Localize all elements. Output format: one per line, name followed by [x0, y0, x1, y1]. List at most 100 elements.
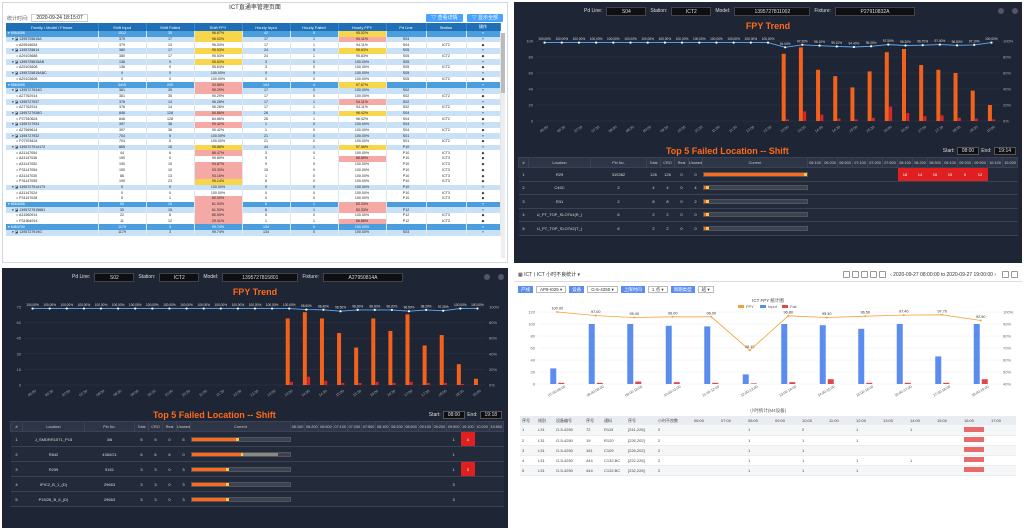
- row-action-button[interactable]: »: [466, 59, 501, 66]
- table-row[interactable]: ⌂ A31147054 44 6 86.47% 3 0 100.00% P10 ICT3 ◆: [6, 150, 501, 157]
- row-action-button[interactable]: ◆: [466, 213, 501, 219]
- row-action-button[interactable]: »: [466, 184, 501, 191]
- pdline-value[interactable]: S02: [94, 272, 135, 282]
- table-row[interactable]: ▾ ◪ 1395725815A 379 17 96.03% 17 1 94.11% S04»: [6, 36, 501, 43]
- table-row[interactable]: ▾ ◪ 1395727915681 30 15 61.53% 6 1 83.33% P12 »: [6, 207, 501, 213]
- table-row[interactable]: ⌂ A27762914 376 14 96.28% 17 1 94.11% S02 ICT2 ◆: [6, 104, 501, 111]
- table-row[interactable]: 5 L31 G-5-4250 444 C132.BC [232,226] 2 1 1 1: [520, 465, 1016, 476]
- row-action-button[interactable]: ◆: [466, 104, 501, 111]
- show-all-button[interactable]: ▽ 显示全部: [466, 14, 503, 22]
- table-row[interactable]: ⌂ P31147055 190 23 95.14% 8 0 100.00% P10 ICT3 ◆: [6, 178, 501, 185]
- station-value[interactable]: ICT2: [159, 272, 200, 282]
- breadcrumb[interactable]: ▦ ICT ⟩ ICT 小时不良统计 ▾: [518, 272, 581, 278]
- table-row[interactable]: ⌂ P31564914 11 12 29.41% 1 1 66.66% P12 ICT3 ◆: [6, 218, 501, 225]
- row-action-button[interactable]: ◆: [466, 156, 501, 162]
- table-row[interactable]: ▾ 6464700 1179 3 99.74% 134 0 100.00% »: [6, 224, 501, 231]
- zoom-icon[interactable]: [1002, 271, 1009, 278]
- table-row[interactable]: 3 L31 G-5-4250 161 C109 [226,202] 2 1 1: [520, 445, 1016, 456]
- settings-icon[interactable]: [861, 271, 869, 278]
- row-action-button[interactable]: »: [466, 99, 501, 105]
- row-action-button[interactable]: ◆: [466, 53, 501, 60]
- row-action-button[interactable]: ◆: [466, 195, 501, 202]
- table-row[interactable]: ▾ ◪ 1395727932 704 5 100.00% 21 0 100.00% S01»: [6, 133, 501, 140]
- table-row[interactable]: ▾ ◪ 1395727914172 865 16 95.88% 44 1 97.56% P10…: [6, 144, 501, 151]
- share-icon[interactable]: [852, 271, 860, 278]
- row-action-button[interactable]: »: [466, 48, 501, 54]
- table-row[interactable]: ▾ ◪ 1395727938G 846 128 84.86% 26 1 96.42% S04 »: [6, 110, 501, 117]
- table-row[interactable]: ⌂ A29516634 379 13 96.03% 17 1 94.11% S04 ICT2 ◆: [6, 42, 501, 49]
- station-value[interactable]: ICT2: [671, 6, 712, 16]
- row-action-button[interactable]: »: [466, 31, 501, 37]
- table-row[interactable]: ⌂ P31147028 5 1 80.00% 0 0 100.00% P10 ICT3 ◆: [6, 195, 501, 202]
- table-row[interactable]: 3 R31 2 8 8 0 2: [518, 194, 1018, 209]
- table-row[interactable]: ▾ ◪ 1395727934 397 36 90.42% 1 0 100.00% S04 »: [6, 122, 501, 128]
- table-row[interactable]: 1 J_SMDRR15T1_P15 3/6 5 5 0 5 1 4: [10, 431, 504, 447]
- row-action-button[interactable]: ◆: [466, 93, 501, 100]
- fullscreen-icon[interactable]: [1012, 8, 1018, 14]
- table-row[interactable]: 3 R259 9161 3 3 0 3 1 3: [10, 461, 504, 477]
- scrollbar-thumb[interactable]: [501, 33, 505, 93]
- table-row[interactable]: ⌂ A31147052 190 10 94.87% 9 0 100.00% P10 ICT3 ◆: [6, 161, 501, 168]
- pdline-value[interactable]: S04: [606, 6, 647, 16]
- table-row[interactable]: ⌂ A29103608 136 9 95.63% 3 0 100.00% S05 ICT2 ◆: [6, 65, 501, 71]
- table-row[interactable]: ⌂ P27978424 704 5 100.00% 21 0 100.00% S01 ICT2 ◆: [6, 139, 501, 145]
- table-row[interactable]: ⌂ A31147036 190 0 99.89% 9 1 88.89% P10 ICT3 ◆: [6, 156, 501, 162]
- period-filter[interactable]: 班 ▾: [697, 285, 714, 293]
- table-row[interactable]: ⌂ P31147054 150 10 93.33% 15 0 100.00% P10 ICT3 ◆: [6, 167, 501, 174]
- scrollbar[interactable]: [501, 33, 505, 258]
- table-row[interactable]: ▾ ◪ 1395725815ABC 0 0 100.00% 0 0 100.00% S05»: [6, 70, 501, 77]
- table-row[interactable]: 1 R29 315362 126 126 0 0 18 14 16 15 6 12: [518, 167, 1018, 182]
- row-action-button[interactable]: ◆: [466, 76, 501, 83]
- table-row[interactable]: ⌂ A31147030 86 13 93.16% 1 0 100.00% P10 ICT3 ◆: [6, 173, 501, 179]
- refresh-icon[interactable]: [1011, 271, 1018, 278]
- table-row[interactable]: ⌂ A29103608 0 0 100.00% 0 0 100.00% S05 ICT2 ◆: [6, 76, 501, 83]
- table-row[interactable]: 4 U_PT_TOP_SLOT#1(R_) 6 2 2 0 0: [518, 208, 1018, 222]
- row-action-button[interactable]: ◆: [466, 161, 501, 168]
- table-row[interactable]: ⌂ A27762914 361 35 90.29% 17 0 100.00% S02 ICT2 ◆: [6, 93, 501, 100]
- row-action-button[interactable]: »: [466, 82, 501, 88]
- table-row[interactable]: 5 P15/26_B_6_(D) 29663 3 3 0 3 3: [10, 491, 504, 507]
- row-action-button[interactable]: ◆: [466, 218, 501, 225]
- row-action-button[interactable]: »: [466, 230, 501, 236]
- row-action-button[interactable]: ◆: [466, 42, 501, 49]
- view-details-button[interactable]: ▽ 查看详情: [426, 14, 463, 22]
- fixture-value[interactable]: A27950814A: [323, 272, 404, 282]
- table-row[interactable]: ▾ 6564058 1512 35 96.67% 42 0 95.52% »: [6, 31, 501, 37]
- fullscreen-icon[interactable]: [498, 274, 504, 280]
- table-row[interactable]: ▾ ◪ 1395727914173 5 0 100.00% 0 0 100.00% P10»: [6, 184, 501, 191]
- end-time[interactable]: 19:14: [993, 147, 1017, 155]
- row-action-button[interactable]: ◆: [466, 127, 501, 134]
- table-row[interactable]: ▾ 6564058 3415 209 93.88% 104 4 97.67% »: [6, 82, 501, 88]
- model-value[interactable]: 1395727811002: [734, 6, 811, 16]
- row-action-button[interactable]: ◆: [466, 173, 501, 179]
- row-action-button[interactable]: ◆: [466, 167, 501, 174]
- limit-filter[interactable]: 1 点 ▾: [647, 285, 668, 293]
- table-row[interactable]: ⌂ A31560914 22 6 80.00% 5 0 100.00% P12 ICT3 ◆: [6, 213, 501, 219]
- device-filter[interactable]: G-5-4250 ▾: [587, 285, 618, 293]
- table-row[interactable]: ▾ 6564058 55 15 61.53% 6 1 83.33% »: [6, 201, 501, 208]
- row-action-button[interactable]: ◆: [466, 190, 501, 196]
- table-row[interactable]: ▾ ◪ 1395727937 376 14 96.28% 17 1 94.11% S02 »: [6, 99, 501, 105]
- table-row[interactable]: ⌂ A31147024 0 0 100.00% 0 0 100.00% P10 ICT3 ◆: [6, 190, 501, 196]
- table-row[interactable]: 2 C45C 2 4 4 0 4: [518, 181, 1018, 195]
- date-range[interactable]: ‹ 2020-09-27 08:00:00 to 2020-09-27 19:0…: [890, 271, 996, 278]
- row-action-button[interactable]: ◆: [466, 65, 501, 71]
- row-action-button[interactable]: »: [466, 36, 501, 43]
- table-row[interactable]: ▾ ◪ 1395727934G 361 35 90.29% 17 0 100.00% S02 »: [6, 87, 501, 94]
- settings-icon[interactable]: [484, 274, 490, 280]
- table-row[interactable]: ⌂ A29103688 380 17 95.53% 24 1 95.83% S05 ICT2 ◆: [6, 53, 501, 60]
- start-time[interactable]: 08:00: [442, 411, 466, 419]
- table-row[interactable]: 2 L31 G-5-4250 19 R120 [226,202] 2 1 1 1: [520, 435, 1016, 446]
- table-row[interactable]: 2 R842 4360/21 6 6 6 0 1: [10, 446, 504, 462]
- row-action-button[interactable]: ◆: [466, 178, 501, 185]
- table-row[interactable]: ▾ ◪ 1395727919G 1179 3 99.74% 134 0 100.00% S03…: [6, 230, 501, 236]
- row-action-button[interactable]: »: [466, 87, 501, 94]
- table-row[interactable]: ⌂ P27510624 846 128 84.86% 26 1 96.42% S04 ICT2 ◆: [6, 116, 501, 122]
- table-row[interactable]: 4 IPIC2_B_1_(D) 29663 3 3 0 3 3: [10, 476, 504, 492]
- table-row[interactable]: 4 L31 G-5-4250 444 C132.BC [222,226] 2 1 1 1 1: [520, 455, 1016, 466]
- row-action-button[interactable]: »: [466, 110, 501, 117]
- row-action-button[interactable]: ◆: [466, 139, 501, 145]
- end-time[interactable]: 19:18: [479, 411, 503, 419]
- row-action-button[interactable]: ◆: [466, 150, 501, 157]
- model-value[interactable]: 1395727815801: [222, 272, 299, 282]
